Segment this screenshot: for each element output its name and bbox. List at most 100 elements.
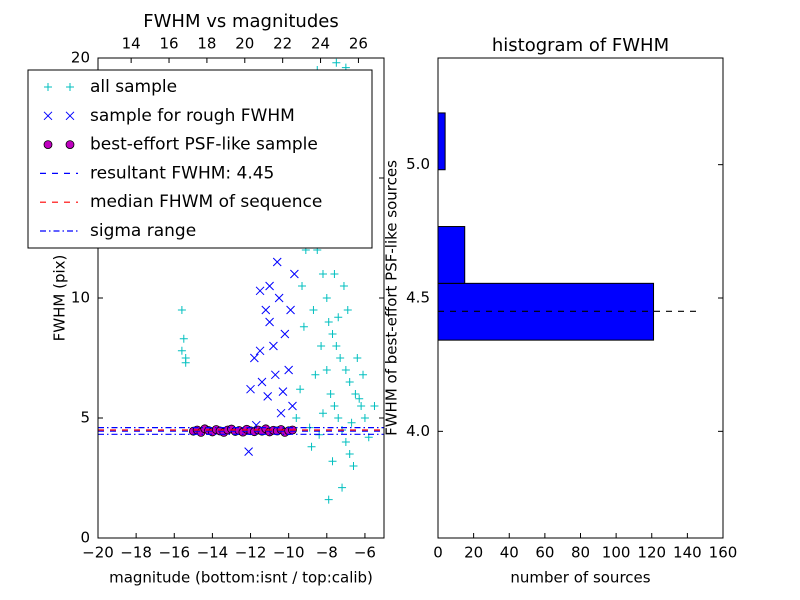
point <box>261 305 271 315</box>
point <box>328 457 337 466</box>
x-tick-label: −16 <box>158 544 190 562</box>
point <box>244 447 253 456</box>
point <box>265 281 274 291</box>
point <box>255 286 265 296</box>
point <box>341 366 350 374</box>
point <box>255 346 265 356</box>
y-tick-label: 10 <box>71 289 90 307</box>
y-tick-label: 4.0 <box>406 422 430 440</box>
point <box>290 269 299 279</box>
point <box>359 370 368 379</box>
x-tick-label: 40 <box>500 544 519 562</box>
point <box>355 394 364 403</box>
point <box>272 257 282 267</box>
point <box>263 392 273 401</box>
point <box>343 306 352 314</box>
x2-tick-label: 26 <box>349 35 368 53</box>
x-tick-label: 0 <box>433 544 443 562</box>
point <box>179 334 188 343</box>
x2-tick-label: 22 <box>273 35 292 53</box>
axes-frame <box>437 57 724 539</box>
axes-frame <box>97 57 385 539</box>
x2-tick-label: 14 <box>122 35 141 53</box>
point <box>286 305 295 315</box>
point <box>341 438 350 446</box>
legend-label: best-effort PSF-like sample <box>90 135 318 155</box>
x-tick-label: 80 <box>571 544 590 562</box>
point <box>351 390 360 398</box>
title: FWHM vs magnitudes <box>143 11 338 32</box>
point <box>328 330 337 338</box>
x2-tick-label: 24 <box>311 35 330 53</box>
point <box>311 370 320 379</box>
x-tick-label: 20 <box>464 544 483 562</box>
point <box>298 282 307 290</box>
point <box>307 442 316 451</box>
plot-area <box>438 112 698 341</box>
x-tick-label: 120 <box>637 544 666 562</box>
point <box>336 354 345 362</box>
legend-marker <box>43 111 53 121</box>
point <box>338 483 347 492</box>
point <box>322 294 331 302</box>
point <box>288 401 297 411</box>
x-tick-label: −14 <box>197 544 229 562</box>
point <box>270 370 280 380</box>
point <box>296 385 305 394</box>
x-tick-label: 160 <box>709 544 738 562</box>
x2-tick-label: 16 <box>159 35 178 53</box>
legend-frame <box>27 69 373 249</box>
point <box>177 346 186 355</box>
legend-marker <box>65 140 75 150</box>
legend-marker <box>43 140 53 150</box>
point <box>353 354 362 362</box>
point <box>318 409 327 418</box>
point <box>274 293 284 303</box>
point <box>292 414 301 422</box>
y-tick-label: 20 <box>71 49 90 67</box>
legend: all sample sample for rough FWHM best-effo… <box>27 69 373 249</box>
point <box>345 378 354 386</box>
point <box>317 342 326 350</box>
scatter-panel: FWHM vs magnitudes magnitude (bottom:isnt… <box>27 11 385 587</box>
point <box>265 317 274 327</box>
title: histogram of FWHM <box>492 35 669 56</box>
point <box>326 390 335 398</box>
legend-marker <box>44 83 52 91</box>
point <box>370 402 379 410</box>
x-axis-label: number of sources <box>510 569 650 587</box>
point <box>339 282 348 290</box>
point <box>299 322 308 331</box>
legend-marker <box>66 83 74 91</box>
point <box>334 313 343 322</box>
point <box>309 306 318 314</box>
point <box>330 270 339 278</box>
point <box>347 418 356 427</box>
x2-tick-label: 20 <box>235 35 254 53</box>
y-axis-label: FWHM of best-effort PSF-like sources <box>383 160 401 436</box>
point <box>357 402 366 410</box>
legend-label: median FHWM of sequence <box>90 192 322 212</box>
x-tick-label: −8 <box>316 544 338 562</box>
x-tick-label: −18 <box>120 544 152 562</box>
x-tick-label: −12 <box>235 544 267 562</box>
point <box>349 462 358 470</box>
point <box>280 329 290 339</box>
legend-marker <box>65 111 75 121</box>
point <box>177 306 186 314</box>
legend-label: all sample <box>90 77 177 97</box>
x-tick-label: −20 <box>82 544 114 562</box>
plot-area <box>98 58 384 504</box>
point <box>332 342 341 350</box>
point <box>332 58 341 67</box>
x2-tick-label: 18 <box>197 35 216 53</box>
x-tick-label: 60 <box>535 544 554 562</box>
x-tick-label: −10 <box>273 544 305 562</box>
y-axis-label: FWHM (pix) <box>51 255 69 342</box>
x-tick-label: 140 <box>673 544 702 562</box>
point <box>330 402 339 410</box>
histogram-panel: histogram of FWHM number of sources FWHM o… <box>383 35 738 587</box>
point <box>278 387 288 396</box>
legend-label: resultant FWHM: 4.45 <box>90 163 274 183</box>
